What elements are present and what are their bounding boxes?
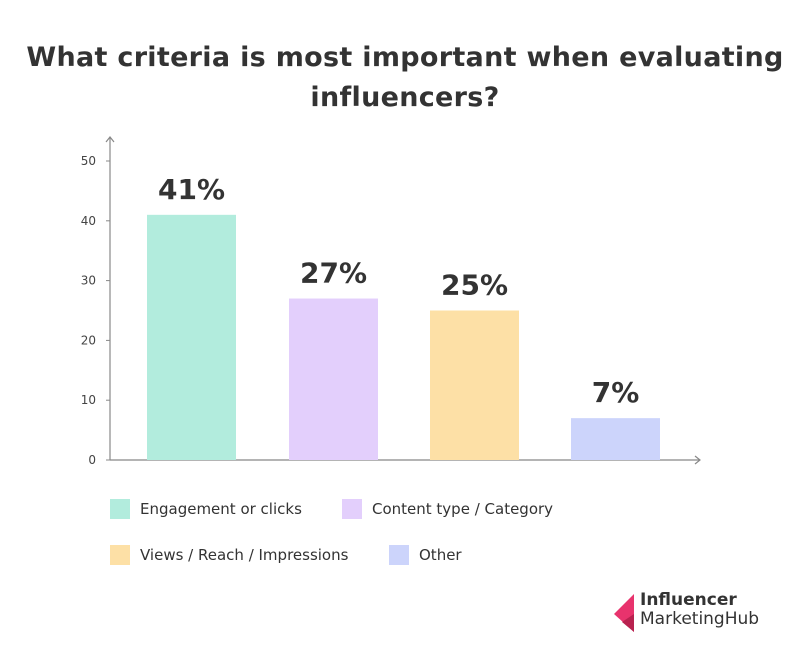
y-tick-label: 40 xyxy=(81,214,96,228)
y-tick-label: 30 xyxy=(81,274,96,288)
legend-item: Content type / Category xyxy=(342,499,553,519)
legend-label: Engagement or clicks xyxy=(140,500,302,518)
data-label: 25% xyxy=(441,269,508,302)
legend-swatch xyxy=(342,499,362,519)
x-axis-arrow-icon xyxy=(694,455,701,465)
legend-label: Views / Reach / Impressions xyxy=(140,546,349,564)
y-tick-label: 20 xyxy=(81,333,96,347)
data-label: 41% xyxy=(158,173,225,206)
bar xyxy=(147,214,236,460)
bar xyxy=(571,418,660,460)
y-axis-arrow-icon xyxy=(105,136,115,143)
legend-swatch xyxy=(110,545,130,565)
logo-text-1: Influencer xyxy=(640,590,737,610)
legend-item: Other xyxy=(389,545,462,565)
legend-label: Content type / Category xyxy=(372,500,554,518)
y-tick-label: 50 xyxy=(81,154,96,168)
legend-swatch xyxy=(110,499,130,519)
legend-label: Other xyxy=(419,546,462,564)
logo-text-2: MarketingHub xyxy=(640,609,760,629)
data-label: 27% xyxy=(300,257,367,290)
legend-item: Engagement or clicks xyxy=(110,499,302,519)
legend-item: Views / Reach / Impressions xyxy=(110,545,348,565)
legend-swatch xyxy=(389,545,409,565)
data-label: 7% xyxy=(592,376,640,409)
bar xyxy=(430,310,519,460)
y-tick-label: 0 xyxy=(88,453,96,467)
logo-mark-icon xyxy=(614,594,634,632)
y-tick-label: 10 xyxy=(81,393,96,407)
bar xyxy=(289,298,378,460)
chart-title: What criteria is most important when eva… xyxy=(26,42,784,113)
